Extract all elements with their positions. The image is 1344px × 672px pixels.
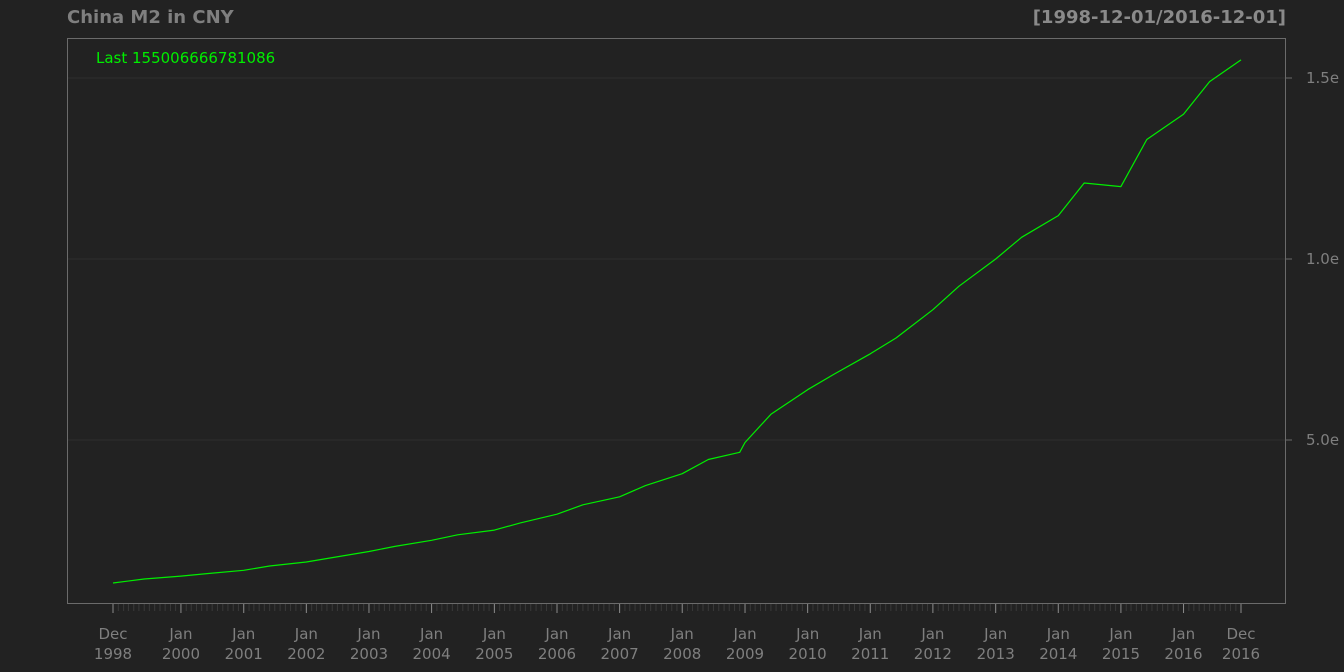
x-tick-label-month: Jan — [1046, 625, 1070, 643]
plot-frame — [67, 38, 1286, 604]
x-tick-label-year: 2007 — [601, 645, 639, 663]
x-tick-label-month: Jan — [858, 625, 882, 643]
x-tick-label-month: Jan — [482, 625, 506, 643]
x-tick-label-year: 2016 — [1222, 645, 1260, 663]
x-tick-label-year: 2002 — [287, 645, 325, 663]
x-tick-label-year: 2011 — [851, 645, 889, 663]
x-tick-label-year: 2001 — [225, 645, 263, 663]
x-tick-label-month: Jan — [670, 625, 694, 643]
x-tick-label-year: 2012 — [914, 645, 952, 663]
x-tick-label-month: Jan — [920, 625, 944, 643]
x-tick-label-month: Dec — [1226, 625, 1255, 643]
x-tick-label-month: Jan — [544, 625, 568, 643]
x-tick-label-year: 2016 — [1164, 645, 1202, 663]
x-tick-label-year: 2014 — [1039, 645, 1077, 663]
x-tick-label-month: Jan — [419, 625, 443, 643]
x-tick-label-month: Jan — [1171, 625, 1195, 643]
x-tick-label-year: 2006 — [538, 645, 576, 663]
x-tick-label-year: 2004 — [412, 645, 450, 663]
date-range-label: [1998-12-01/2016-12-01] — [1032, 7, 1286, 28]
x-tick-label-year: 2015 — [1102, 645, 1140, 663]
y-tick-label: 5.0e — [1306, 431, 1339, 449]
plot-background — [67, 38, 1286, 604]
x-tick-label-year: 2013 — [977, 645, 1015, 663]
y-tick-label: 1.5e — [1306, 69, 1339, 87]
x-tick-label-month: Jan — [231, 625, 255, 643]
x-tick-label-month: Jan — [356, 625, 380, 643]
last-value-label: Last 155006666781086 — [96, 49, 275, 67]
chart-title: China M2 in CNY — [67, 7, 234, 28]
x-tick-label-year: 2009 — [726, 645, 764, 663]
x-tick-label-year: 2005 — [475, 645, 513, 663]
x-tick-label-month: Jan — [168, 625, 192, 643]
x-tick-label-month: Jan — [607, 625, 631, 643]
x-tick-label-month: Jan — [795, 625, 819, 643]
x-tick-label-year: 2008 — [663, 645, 701, 663]
x-tick-label-month: Dec — [98, 625, 127, 643]
x-tick-label-year: 2000 — [162, 645, 200, 663]
x-tick-label-month: Jan — [1108, 625, 1132, 643]
series-line — [112, 59, 1242, 584]
x-tick-label-year: 2010 — [789, 645, 827, 663]
x-tick-label-year: 1998 — [94, 645, 132, 663]
x-tick-label-year: 2003 — [350, 645, 388, 663]
x-tick-label-month: Jan — [294, 625, 318, 643]
x-tick-label-month: Jan — [732, 625, 756, 643]
x-tick-label-month: Jan — [983, 625, 1007, 643]
y-tick-label: 1.0e — [1306, 250, 1339, 268]
